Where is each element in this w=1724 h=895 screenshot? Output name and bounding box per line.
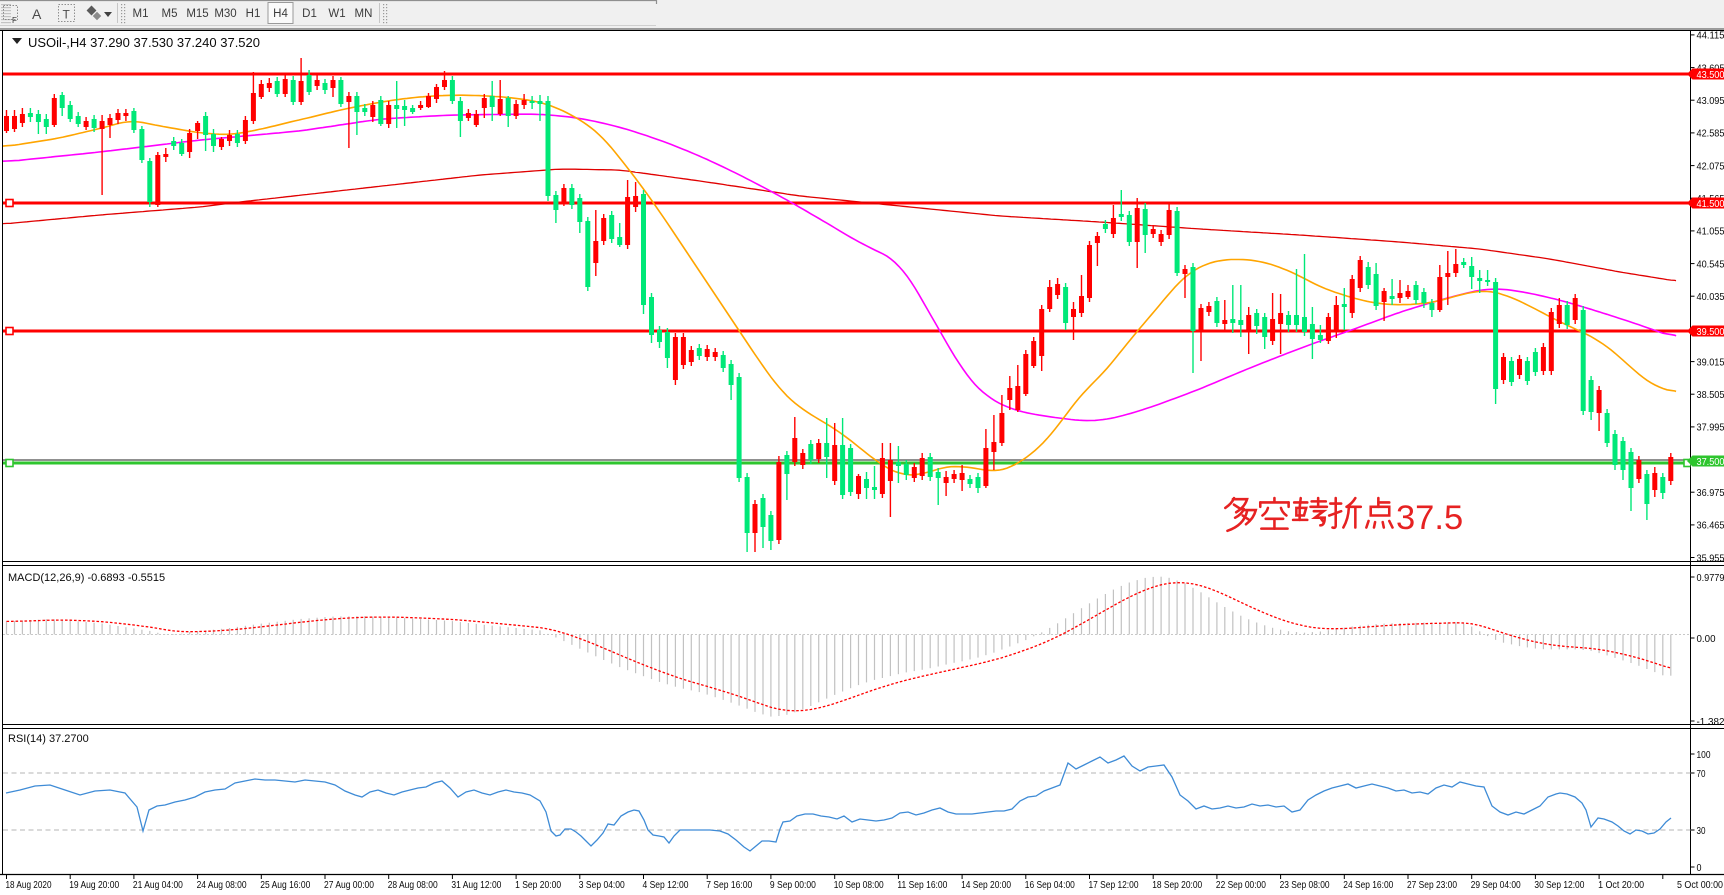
svg-text:22 Sep 00:00: 22 Sep 00:00 (1216, 879, 1266, 891)
svg-text:70: 70 (1697, 768, 1706, 780)
svg-text:27 Sep 23:00: 27 Sep 23:00 (1407, 879, 1457, 891)
svg-text:0.00: 0.00 (1697, 633, 1716, 645)
svg-text:-1.382: -1.382 (1697, 716, 1724, 728)
svg-text:4 Sep 12:00: 4 Sep 12:00 (643, 879, 689, 891)
svg-text:42.075: 42.075 (1697, 160, 1724, 172)
svg-text:3 Sep 04:00: 3 Sep 04:00 (579, 879, 625, 891)
svg-text:30 Sep 12:00: 30 Sep 12:00 (1534, 879, 1584, 891)
svg-text:MN: MN (355, 8, 373, 20)
svg-text:38.505: 38.505 (1697, 389, 1724, 401)
svg-text:1 Sep 20:00: 1 Sep 20:00 (515, 879, 561, 891)
svg-text:39.015: 39.015 (1697, 356, 1724, 368)
svg-text:41.055: 41.055 (1697, 226, 1724, 238)
svg-text:27 Aug 00:00: 27 Aug 00:00 (324, 879, 374, 891)
svg-text:36.975: 36.975 (1697, 487, 1724, 499)
svg-text:28 Aug 08:00: 28 Aug 08:00 (388, 879, 438, 891)
svg-text:7 Sep 16:00: 7 Sep 16:00 (706, 879, 752, 891)
svg-text:30: 30 (1697, 825, 1706, 837)
svg-text:M1: M1 (133, 8, 149, 20)
svg-text:35.955: 35.955 (1697, 552, 1724, 564)
svg-text:25 Aug 16:00: 25 Aug 16:00 (260, 879, 310, 891)
svg-text:11 Sep 16:00: 11 Sep 16:00 (897, 879, 947, 891)
svg-text:USOil-,H4 37.290 37.530 37.24: USOil-,H4 37.290 37.530 37.240 37.520 (28, 35, 260, 50)
svg-text:18 Sep 20:00: 18 Sep 20:00 (1152, 879, 1202, 891)
svg-text:H4: H4 (273, 8, 288, 20)
svg-text:A: A (32, 6, 42, 22)
svg-text:42.585: 42.585 (1697, 128, 1724, 140)
svg-text:10 Sep 08:00: 10 Sep 08:00 (834, 879, 884, 891)
svg-text:0.9779: 0.9779 (1697, 572, 1724, 584)
svg-text:43.095: 43.095 (1697, 95, 1724, 107)
svg-text:MACD(12,26,9) -0.6893 -0.5515: MACD(12,26,9) -0.6893 -0.5515 (8, 572, 165, 584)
svg-text:40.035: 40.035 (1697, 291, 1724, 303)
svg-text:29 Sep 04:00: 29 Sep 04:00 (1471, 879, 1521, 891)
svg-text:37.995: 37.995 (1697, 422, 1724, 434)
svg-text:44.115: 44.115 (1697, 30, 1724, 42)
svg-text:17 Sep 12:00: 17 Sep 12:00 (1089, 879, 1139, 891)
svg-text:D1: D1 (302, 8, 317, 20)
svg-text:43.500: 43.500 (1697, 69, 1724, 81)
svg-text:M15: M15 (186, 8, 208, 20)
svg-text:RSI(14) 37.2700: RSI(14) 37.2700 (8, 733, 89, 745)
svg-text:31 Aug 12:00: 31 Aug 12:00 (451, 879, 501, 891)
svg-text:1 Oct 20:00: 1 Oct 20:00 (1598, 879, 1644, 891)
svg-text:100: 100 (1697, 749, 1711, 761)
svg-text:37.500: 37.500 (1697, 456, 1724, 468)
svg-text:M30: M30 (214, 8, 236, 20)
svg-text:40.545: 40.545 (1697, 258, 1724, 270)
svg-text:41.500: 41.500 (1697, 198, 1724, 210)
svg-text:M5: M5 (162, 8, 178, 20)
svg-text:24 Aug 08:00: 24 Aug 08:00 (197, 879, 247, 891)
svg-text:18 Aug 2020: 18 Aug 2020 (6, 879, 52, 891)
svg-text:0: 0 (1697, 862, 1702, 874)
svg-text:T: T (63, 8, 71, 22)
svg-text:21 Aug 04:00: 21 Aug 04:00 (133, 879, 183, 891)
svg-text:5 Oct 00:00: 5 Oct 00:00 (1677, 879, 1723, 891)
svg-text:H1: H1 (246, 8, 261, 20)
svg-text:37.5: 37.5 (1396, 499, 1463, 537)
svg-text:19 Aug 20:00: 19 Aug 20:00 (69, 879, 119, 891)
svg-text:39.500: 39.500 (1697, 326, 1724, 338)
svg-text:W1: W1 (328, 8, 345, 20)
svg-text:36.465: 36.465 (1697, 520, 1724, 532)
svg-text:16 Sep 04:00: 16 Sep 04:00 (1025, 879, 1075, 891)
svg-text:14 Sep 20:00: 14 Sep 20:00 (961, 879, 1011, 891)
svg-text:23 Sep 08:00: 23 Sep 08:00 (1280, 879, 1330, 891)
svg-text:24 Sep 16:00: 24 Sep 16:00 (1343, 879, 1393, 891)
svg-text:F: F (12, 16, 17, 25)
svg-text:9 Sep 00:00: 9 Sep 00:00 (770, 879, 816, 891)
